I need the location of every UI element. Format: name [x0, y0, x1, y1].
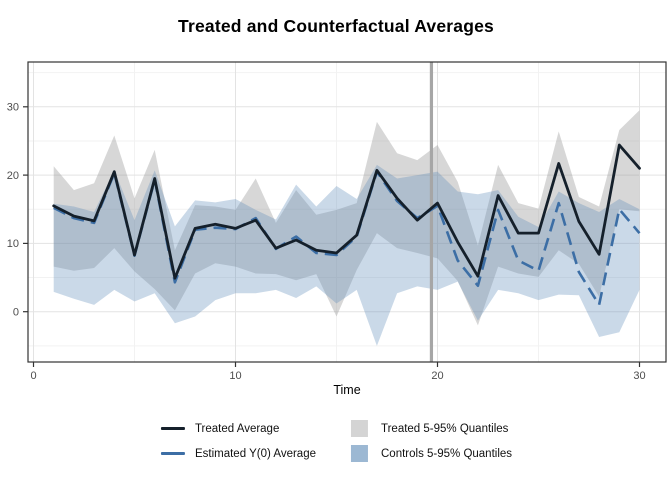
x-tick-label: 0 [30, 370, 36, 382]
treated-average-line-key [160, 426, 185, 431]
legend: Treated Average Estimated Y(0) Average T… [160, 420, 512, 462]
legend-item-treated-average: Treated Average [160, 420, 316, 437]
legend-item-controls-quantiles: Controls 5-95% Quantiles [346, 445, 512, 462]
treated-quantiles-swatch [350, 420, 368, 437]
y-tick-label: 0 [13, 307, 19, 319]
legend-item-treated-quantiles: Treated 5-95% Quantiles [346, 420, 512, 437]
x-tick-label: 20 [431, 370, 443, 382]
estimated-y0-line-key [160, 451, 185, 456]
legend-item-estimated-y0: Estimated Y(0) Average [160, 445, 316, 462]
controls-quantiles-swatch [350, 445, 368, 462]
x-axis-title: Time [333, 383, 360, 397]
legend-label-treated-average: Treated Average [194, 422, 280, 435]
legend-label-controls-quantiles: Controls 5-95% Quantiles [380, 447, 513, 460]
treated-quantiles-key-slot [346, 420, 372, 437]
legend-column-lines: Treated Average Estimated Y(0) Average [160, 420, 316, 462]
y-tick-label: 10 [7, 238, 19, 250]
y-tick-label: 30 [7, 102, 19, 114]
legend-column-ribbons: Treated 5-95% Quantiles Controls 5-95% Q… [346, 420, 512, 462]
chart-plot-area: 0 10 20 30 0 10 20 30 Time [7, 61, 667, 397]
estimated-y0-key-slot [160, 451, 186, 456]
treated-average-key-slot [160, 426, 186, 431]
legend-label-treated-quantiles: Treated 5-95% Quantiles [380, 422, 509, 435]
x-tick-label: 30 [633, 370, 645, 382]
y-tick-label: 20 [7, 170, 19, 182]
legend-label-estimated-y0: Estimated Y(0) Average [194, 447, 316, 460]
treated-average-line [52, 143, 641, 280]
x-tick-label: 10 [229, 370, 241, 382]
chart-title: Treated and Counterfactual Averages [178, 16, 494, 36]
controls-quantiles-key-slot [346, 445, 372, 462]
panel-border [27, 61, 667, 363]
ribbon-treated-quantiles [53, 110, 640, 326]
